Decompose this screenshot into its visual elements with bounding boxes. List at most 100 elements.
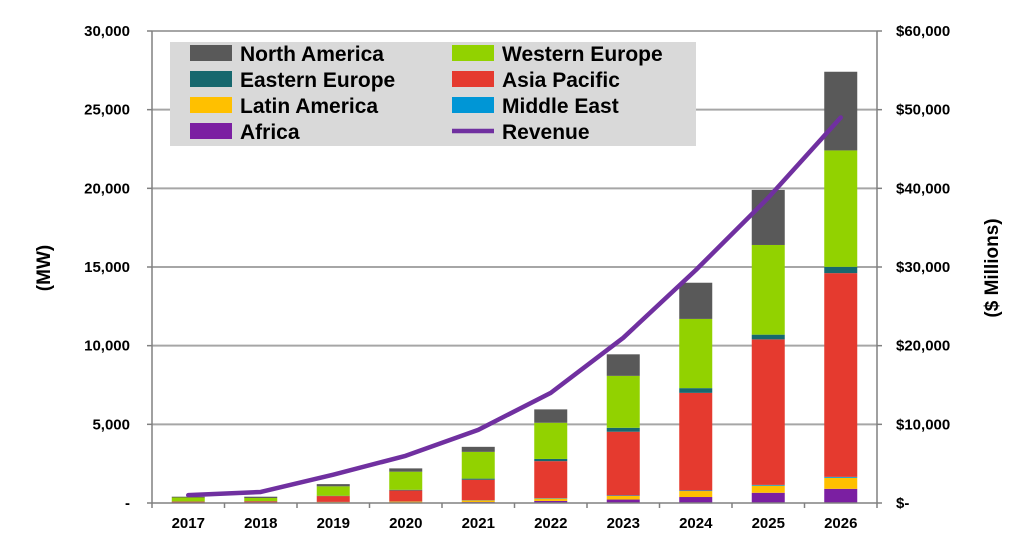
bar-asia-pacific-2025 (751, 339, 785, 485)
bar-latin-america-2021 (461, 500, 495, 503)
bar-eastern-europe-2026 (824, 266, 858, 274)
y-tick-label: 10,000 (84, 338, 130, 355)
bar-asia-pacific-2021 (461, 479, 495, 501)
bar-middle-east-2026 (824, 476, 858, 478)
x-tick-label-2017: 2017 (172, 515, 205, 532)
bar-north-america-2020 (389, 468, 423, 472)
legend-label-middle-east: Middle East (502, 95, 619, 118)
legend-swatch-eastern-europe (190, 71, 232, 87)
y-tick-label: 5,000 (92, 416, 130, 433)
bar-middle-east-2025 (751, 484, 785, 486)
legend-swatch-north-america (190, 45, 232, 61)
bar-north-america-2019 (316, 484, 350, 487)
x-tick-label-2022: 2022 (534, 515, 567, 532)
bar-western-europe-2017 (171, 497, 205, 502)
legend-label-north-america: North America (240, 43, 384, 66)
x-tick-label-2023: 2023 (607, 515, 640, 532)
bar-latin-america-2020 (389, 501, 423, 503)
legend-label-eastern-europe: Eastern Europe (240, 69, 395, 92)
bar-western-europe-2023 (606, 375, 640, 428)
legend-background (170, 42, 696, 146)
bar-eastern-europe-2024 (679, 388, 713, 393)
y-tick-label: 20,000 (84, 180, 130, 197)
bar-north-america-2026 (824, 71, 858, 151)
bar-western-europe-2022 (534, 422, 568, 459)
bar-western-europe-2018 (244, 497, 278, 502)
bar-western-europe-2021 (461, 451, 495, 479)
y-tick-label: 30,000 (84, 23, 130, 40)
bar-latin-america-2023 (606, 495, 640, 500)
y-tick-label: 15,000 (84, 259, 130, 276)
bar-eastern-europe-2022 (534, 458, 568, 462)
x-tick-label-2024: 2024 (679, 515, 713, 532)
x-tick-label-2020: 2020 (389, 515, 422, 532)
y2-tick-label: $- (896, 495, 909, 512)
bar-asia-pacific-2022 (534, 461, 568, 499)
y2-tick-label: $30,000 (896, 259, 950, 276)
x-tick-label-2026: 2026 (824, 515, 857, 532)
legend-label-asia-pacific: Asia Pacific (502, 69, 620, 92)
y2-axis-title: ($ Millions) (982, 218, 1003, 317)
bar-africa-2022 (534, 500, 568, 503)
legend: North America Eastern Europe Latin America… (170, 42, 696, 146)
y2-tick-label: $40,000 (896, 180, 950, 197)
bar-asia-pacific-2017 (171, 501, 205, 503)
x-tick-label-2019: 2019 (317, 515, 350, 532)
legend-label-western-europe: Western Europe (502, 43, 663, 66)
bar-middle-east-2024 (679, 490, 713, 492)
bar-eastern-europe-2023 (606, 427, 640, 432)
legend-label-revenue: Revenue (502, 121, 590, 144)
revenue-line (186, 115, 843, 498)
legend-swatch-asia-pacific (452, 71, 494, 87)
y-axis-title: (MW) (34, 245, 55, 291)
bar-latin-america-2022 (534, 498, 568, 501)
bar-western-europe-2026 (824, 150, 858, 267)
legend-label-latin-america: Latin America (240, 95, 378, 118)
bar-africa-2024 (679, 497, 713, 503)
y-axis-ticks: - 5,000 10,000 15,000 20,000 25,000 30,000 (84, 23, 152, 512)
y2-axis-ticks: $- $10,000 $20,000 $30,000 $40,000 $50,000 $60… (877, 23, 950, 512)
bar-latin-america-2025 (751, 485, 785, 493)
bar-north-america-2023 (606, 354, 640, 376)
bar-western-europe-2025 (751, 244, 785, 335)
y2-tick-label: $20,000 (896, 338, 950, 355)
bar-north-america-2024 (679, 282, 713, 319)
legend-swatch-latin-america (190, 97, 232, 113)
bar-asia-pacific-2026 (824, 273, 858, 477)
bar-asia-pacific-2019 (316, 496, 350, 502)
bar-western-europe-2019 (316, 486, 350, 496)
bar-eastern-europe-2025 (751, 334, 785, 340)
y2-tick-label: $50,000 (896, 102, 950, 119)
legend-label-africa: Africa (240, 121, 300, 144)
legend-swatch-africa (190, 123, 232, 139)
revenue-line-group (186, 115, 843, 498)
bar-latin-america-2026 (824, 477, 858, 489)
bar-western-europe-2024 (679, 318, 713, 389)
bar-north-america-2022 (534, 409, 568, 423)
bar-eastern-europe-2021 (461, 478, 495, 480)
bar-asia-pacific-2018 (244, 501, 278, 503)
bar-africa-2026 (824, 488, 858, 503)
x-tick-label-2025: 2025 (752, 515, 785, 532)
bar-north-america-2021 (461, 446, 495, 452)
bar-asia-pacific-2024 (679, 392, 713, 491)
y-tick-label: - (125, 495, 130, 512)
bar-africa-2023 (606, 499, 640, 503)
y2-tick-label: $10,000 (896, 416, 950, 433)
y2-tick-label: $60,000 (896, 23, 950, 40)
x-axis-ticks: 2017 2018 2019 2020 2021 2022 2023 2024 2025 2026 (151, 503, 878, 532)
y-tick-label: 25,000 (84, 102, 130, 119)
legend-swatch-middle-east (452, 97, 494, 113)
bar-latin-america-2024 (679, 491, 713, 498)
bar-asia-pacific-2020 (389, 490, 423, 502)
bar-asia-pacific-2023 (606, 431, 640, 496)
bar-africa-2025 (751, 492, 785, 503)
stacked-bars (171, 71, 858, 503)
legend-swatch-western-europe (452, 45, 494, 61)
bar-eastern-europe-2020 (389, 489, 423, 491)
x-tick-label-2018: 2018 (244, 515, 277, 532)
bar-north-america-2018 (244, 496, 278, 498)
x-tick-label-2021: 2021 (462, 515, 495, 532)
bar-western-europe-2020 (389, 471, 423, 490)
